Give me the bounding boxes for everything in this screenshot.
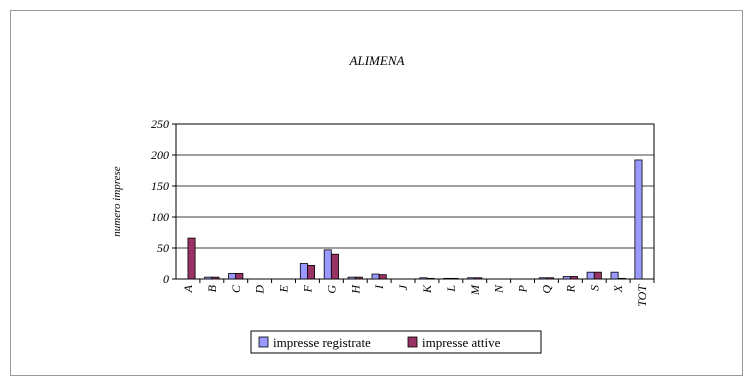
bar-Q-registrate	[538, 277, 547, 280]
bar-S-attive	[593, 271, 602, 280]
y-tick-label: 100	[151, 210, 169, 224]
x-tick-label: B	[205, 284, 219, 292]
bar-Q-attive	[546, 277, 555, 280]
chart-title: ALIMENA	[349, 53, 405, 68]
y-tick-label: 250	[151, 117, 169, 131]
x-tick-label: S	[587, 285, 601, 291]
bar-X-registrate	[610, 271, 619, 280]
chart-frame	[10, 10, 743, 376]
bar-R-attive	[569, 276, 578, 280]
bar-B-attive	[211, 276, 220, 280]
legend-label: impresse registrate	[273, 335, 371, 350]
bar-H-registrate	[347, 276, 356, 280]
x-tick-label: X	[611, 284, 625, 293]
x-tick-label: A	[181, 284, 195, 293]
x-tick-label: J	[396, 284, 410, 290]
y-tick-label: 150	[151, 179, 169, 193]
bar-G-registrate	[323, 249, 332, 280]
bar-TOT-registrate	[634, 159, 643, 280]
y-tick-label: 50	[157, 241, 169, 255]
x-tick-label: E	[277, 284, 291, 293]
bar-S-registrate	[586, 271, 595, 280]
x-tick-label: C	[229, 284, 243, 293]
x-tick-label: F	[300, 284, 314, 293]
bar-F-attive	[307, 264, 316, 280]
bar-B-registrate	[204, 276, 213, 280]
y-tick-label: 200	[151, 148, 169, 162]
bar-K-attive	[426, 277, 435, 280]
y-axis-label: numero imprese	[111, 166, 123, 236]
bar-A-attive	[187, 237, 196, 280]
plot-area	[175, 123, 655, 280]
bar-R-registrate	[562, 276, 571, 280]
x-tick-label: N	[492, 284, 506, 294]
x-tick-label: D	[253, 285, 267, 295]
bar-M-attive	[474, 277, 483, 280]
bar-G-attive	[330, 253, 339, 280]
bar-L-attive	[450, 277, 459, 280]
x-tick-label: I	[372, 284, 386, 290]
bar-L-registrate	[443, 277, 452, 280]
legend-swatch	[407, 336, 418, 348]
bar-X-attive	[617, 277, 626, 280]
y-tick-label: 0	[163, 272, 169, 286]
x-tick-label: TOT	[635, 284, 649, 307]
bar-C-attive	[235, 273, 244, 280]
bar-H-attive	[354, 276, 363, 280]
x-tick-label: K	[420, 284, 434, 294]
legend-swatch	[258, 336, 269, 348]
x-tick-label: L	[444, 285, 458, 293]
bar-I-attive	[378, 274, 387, 280]
bar-K-registrate	[419, 277, 428, 280]
x-tick-label: P	[516, 284, 530, 293]
x-tick-label: R	[563, 284, 577, 293]
bar-I-registrate	[371, 273, 380, 280]
x-tick-label: G	[324, 285, 338, 294]
legend	[250, 330, 542, 354]
x-tick-label: H	[348, 284, 362, 295]
bar-M-registrate	[467, 277, 476, 280]
bar-F-registrate	[299, 263, 308, 280]
x-tick-label: M	[468, 284, 482, 296]
bar-C-registrate	[228, 273, 237, 280]
x-tick-label: Q	[539, 285, 553, 294]
legend-label: impresse attive	[422, 335, 501, 350]
